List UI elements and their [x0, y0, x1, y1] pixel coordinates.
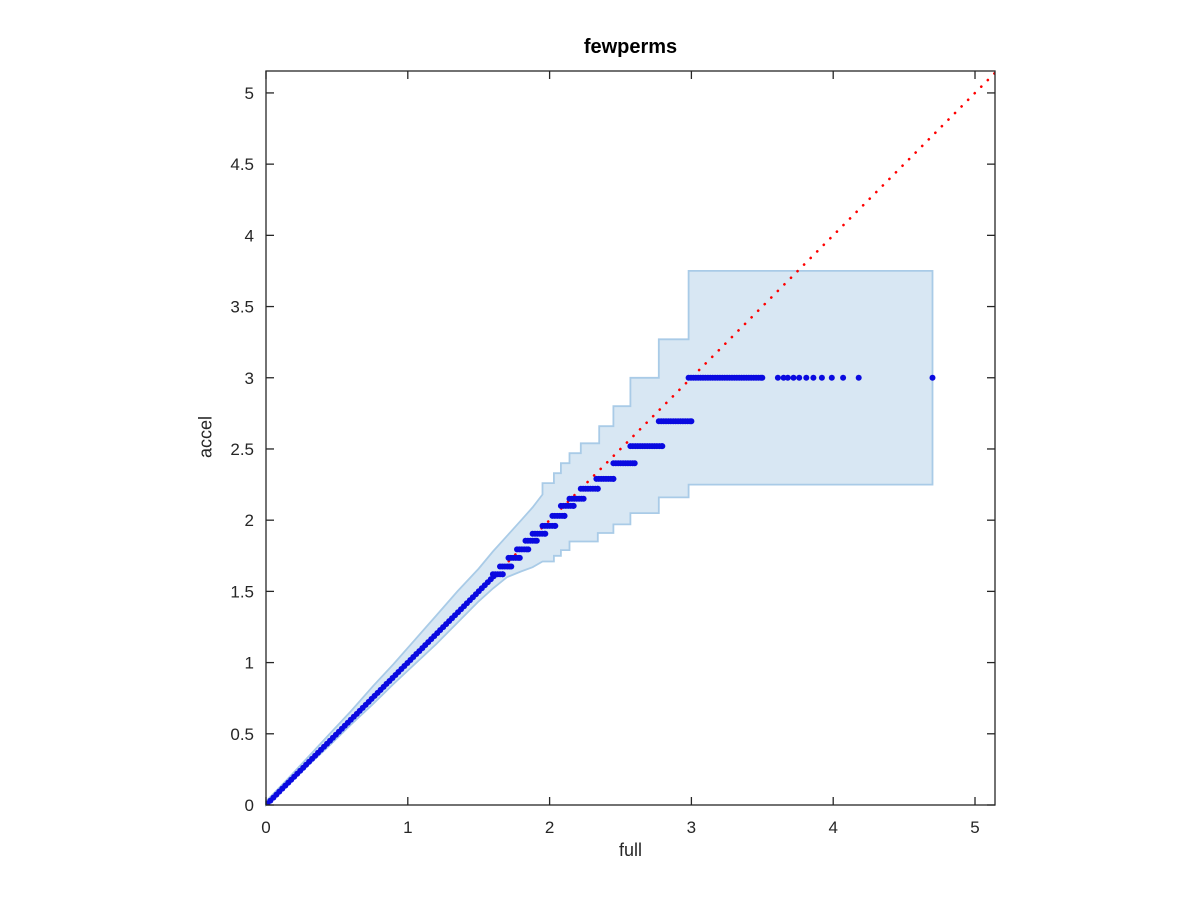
x-tick-label: 2 — [545, 818, 554, 837]
x-tick-label: 5 — [970, 818, 979, 837]
band-polygon — [265, 270, 934, 808]
plot-box — [265, 70, 996, 806]
y-axis-label: accel — [195, 415, 216, 459]
y-tick-label: 1 — [245, 654, 254, 673]
x-tick-label: 0 — [261, 818, 270, 837]
y-tick-label: 1.5 — [230, 582, 254, 601]
y-tick-label: 2.5 — [230, 440, 254, 459]
x-tick-label: 3 — [687, 818, 696, 837]
y-tick-label: 5 — [245, 84, 254, 103]
x-tick-label: 4 — [828, 818, 837, 837]
y-tick-label: 3.5 — [230, 298, 254, 317]
chart-title: fewperms — [583, 36, 678, 58]
y-tick-label: 4 — [245, 226, 254, 245]
confidence-band — [265, 270, 934, 808]
y-tick-label: 2 — [245, 511, 254, 530]
y-tick-label: 4.5 — [230, 155, 254, 174]
x-axis-label: full — [618, 840, 642, 860]
y-tick-label: 0.5 — [230, 725, 254, 744]
tick-labels: 0 1 2 3 4 5 0 0.5 1 1.5 2 2.5 3 3.5 4 4.5 5 — [230, 84, 979, 837]
scatter-points — [266, 374, 936, 805]
y-tick-label: 0 — [245, 796, 254, 815]
axes-box-and-ticks — [265, 70, 996, 806]
y-tick-label: 3 — [245, 369, 254, 388]
x-tick-label: 1 — [403, 818, 412, 837]
